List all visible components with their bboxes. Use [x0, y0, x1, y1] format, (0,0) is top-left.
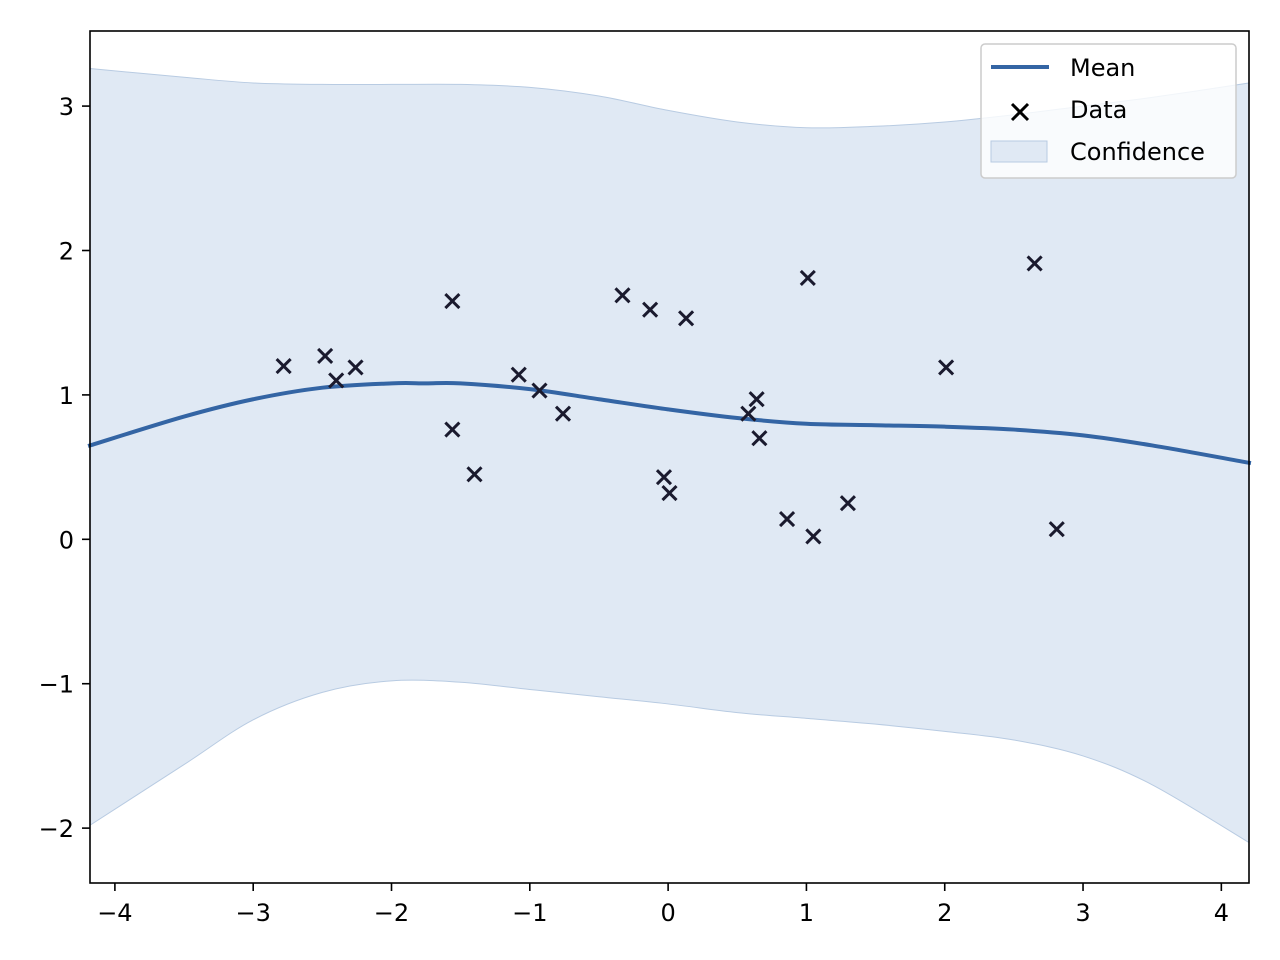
data-point [1026, 255, 1043, 272]
plot-frame [89, 30, 1250, 884]
x-tick-label: 4 [1214, 899, 1229, 927]
confidence-band-layer [89, 68, 1250, 844]
y-tick-label: 2 [59, 237, 74, 265]
legend-mean-label: Mean [1070, 54, 1135, 82]
y-tick-label: −2 [39, 815, 74, 843]
data-point [614, 287, 631, 304]
legend-data-label: Data [1070, 96, 1127, 124]
data-point [554, 405, 572, 422]
data-point [275, 357, 292, 375]
data-point [347, 359, 364, 376]
mean-line [87, 380, 1252, 466]
axes: −4 −3 −2 −1 0 1 2 3 4 −2 −1 0 1 2 3 [39, 30, 1250, 927]
x-tick-label: −1 [512, 899, 547, 927]
data-point [642, 301, 659, 318]
data-point [510, 366, 527, 383]
data-points-layer [275, 255, 1065, 545]
x-tick-label: −2 [374, 899, 409, 927]
x-tick-label: 1 [799, 899, 814, 927]
x-axis-ticks: −4 −3 −2 −1 0 1 2 3 4 [97, 883, 1229, 927]
y-axis-ticks: −2 −1 0 1 2 3 [39, 93, 90, 843]
data-point [466, 466, 483, 483]
y-tick-label: −1 [39, 671, 74, 699]
data-point [317, 347, 334, 364]
data-point [1048, 521, 1065, 538]
data-point [655, 469, 673, 486]
data-point [531, 382, 548, 399]
data-point [778, 511, 796, 528]
y-tick-label: 1 [59, 382, 74, 410]
confidence-band [89, 68, 1250, 844]
data-point [748, 391, 765, 408]
data-point [678, 310, 695, 327]
y-tick-label: 0 [59, 526, 74, 554]
x-tick-label: 3 [1075, 899, 1090, 927]
legend-data-swatch [1010, 102, 1030, 122]
data-point [444, 421, 461, 438]
data-point [799, 269, 816, 286]
data-point [839, 495, 856, 512]
data-point [740, 405, 757, 422]
data-point [805, 528, 822, 545]
legend-confidence-label: Confidence [1070, 138, 1205, 166]
data-point [938, 359, 955, 376]
data-point [328, 372, 345, 389]
x-tick-label: −3 [236, 899, 271, 927]
data-point [751, 430, 768, 447]
legend: Mean Data Confidence [980, 43, 1237, 179]
y-tick-label: 3 [59, 93, 74, 121]
x-tick-label: −4 [97, 899, 132, 927]
x-tick-label: 0 [660, 899, 675, 927]
x-tick-label: 2 [937, 899, 952, 927]
data-point [661, 485, 678, 502]
mean-line-layer [87, 380, 1252, 466]
data-point [444, 292, 461, 310]
legend-confidence-swatch [990, 140, 1048, 163]
